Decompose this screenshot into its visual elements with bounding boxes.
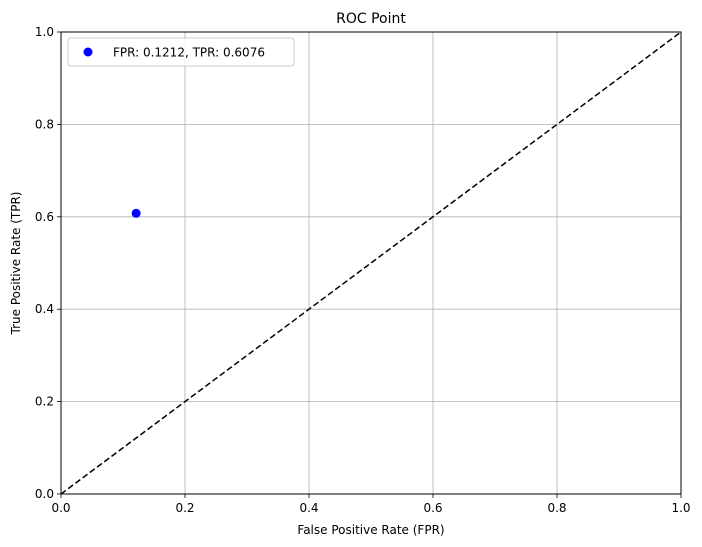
x-tick-label: 1.0 [671,501,690,515]
x-tick-label: 0.6 [423,501,442,515]
reference-line-group [60,31,682,495]
legend: FPR: 0.1212, TPR: 0.6076 [67,37,295,67]
y-tick-label: 0.8 [35,117,54,131]
legend-box [67,37,295,67]
y-tick-label: 1.0 [35,25,54,39]
y-tick-label: 0.4 [35,302,54,316]
x-tick-label: 0.8 [547,501,566,515]
y-tick-label: 0.2 [35,395,54,409]
legend-label: FPR: 0.1212, TPR: 0.6076 [113,46,265,60]
x-tick-label: 0.0 [51,501,70,515]
axis-ticks: 0.0 0.2 0.4 0.6 0.8 1.0 0.0 0.2 0.4 0.6 0.8 1.0 [35,25,691,515]
scatter-point [131,208,141,218]
legend-marker [83,47,93,57]
x-axis-title: False Positive Rate (FPR) [297,523,444,537]
y-tick-label: 0.0 [35,487,54,501]
plot-frame [60,31,682,495]
y-axis-title: True Positive Rate (TPR) [9,192,23,336]
diagonal-reference-line [60,31,682,495]
x-tick-label: 0.2 [175,501,194,515]
x-tick-label: 0.4 [299,501,318,515]
y-tick-label: 0.6 [35,210,54,224]
chart-title: ROC Point [336,11,406,27]
scatter-series [131,208,141,218]
